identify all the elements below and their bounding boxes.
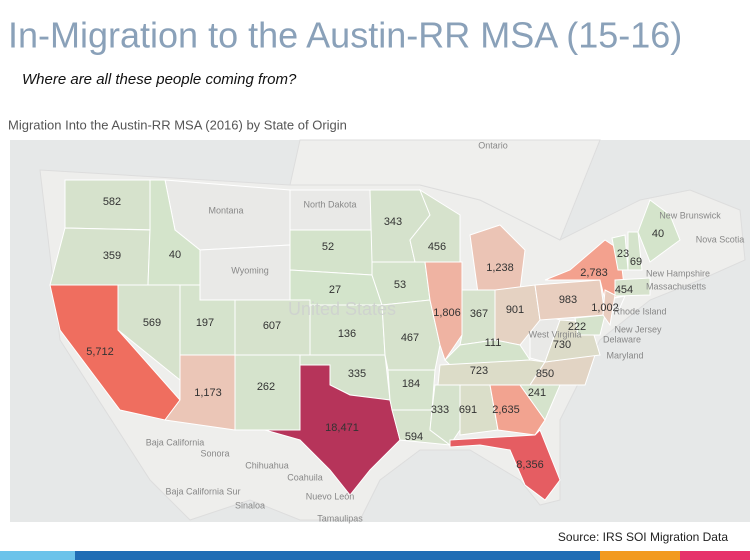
state-value-label: 723 [470, 365, 488, 377]
place-label: Tamaulipas [317, 513, 363, 523]
state-value-label: 569 [143, 317, 161, 329]
footer-stripe [600, 551, 680, 560]
source: Source: IRS SOI Migration Data [558, 530, 728, 544]
state-value-label: 1,238 [486, 262, 514, 274]
state [544, 239, 626, 301]
state-value-label: 850 [536, 368, 554, 380]
state-value-label: 1,806 [433, 307, 461, 319]
state-value-label: 594 [405, 431, 423, 443]
place-label: New Brunswick [659, 210, 721, 220]
subtitle: Where are all these people coming from? [22, 71, 297, 88]
state-value-label: 367 [470, 308, 488, 320]
state [437, 359, 546, 386]
state-value-label: 40 [652, 228, 664, 240]
state-value-label: 23 [617, 248, 629, 260]
state-value-label: 335 [348, 368, 366, 380]
state [637, 199, 681, 263]
state [574, 314, 606, 336]
place-label: Baja California Sur [165, 486, 240, 496]
place-label: Wyoming [231, 265, 268, 275]
place-label: Nova Scotia [696, 234, 745, 244]
state-value-label: 901 [506, 304, 524, 316]
state [469, 224, 526, 294]
state-value-label: 222 [568, 321, 586, 333]
place-label: Ontario [478, 140, 508, 150]
place-label: West Virginia [529, 329, 582, 339]
state-value-label: 136 [338, 328, 356, 340]
state-value-label: 456 [428, 241, 446, 253]
state-value-label: 18,471 [325, 422, 359, 434]
state-value-label: 40 [169, 249, 181, 261]
state-value-label: 582 [103, 196, 121, 208]
state [449, 429, 561, 501]
state-value-label: 467 [401, 332, 419, 344]
state [489, 384, 546, 436]
state [409, 188, 461, 263]
state-value-label: 111 [485, 337, 502, 349]
page-title: In-Migration to the Austin-RR MSA (15-16… [8, 15, 682, 56]
state [387, 369, 436, 411]
state-value-label: 2,635 [492, 404, 520, 416]
place-label: Delaware [603, 334, 641, 344]
map-title: Migration Into the Austin-RR MSA (2016) … [8, 117, 347, 132]
place-label: Sinaloa [235, 500, 265, 510]
state-value-label: 454 [615, 284, 633, 296]
state-value-label: 53 [394, 279, 406, 291]
place-label: Maryland [606, 350, 643, 360]
state-value-label: 5,712 [86, 346, 114, 358]
footer-stripe [0, 551, 75, 560]
state [602, 289, 616, 327]
state-value-label: 343 [384, 216, 402, 228]
place-label: New Jersey [614, 324, 662, 334]
state-value-label: 69 [630, 256, 642, 268]
state-value-label: 8,356 [516, 459, 544, 471]
place-label: Massachusetts [646, 281, 707, 291]
state [494, 284, 541, 346]
state-value-label: 730 [553, 339, 571, 351]
state [264, 364, 401, 496]
place-label: New Hampshire [646, 268, 710, 278]
state [147, 179, 201, 286]
place-label: Chihuahua [245, 460, 289, 470]
state-value-label: 359 [103, 250, 121, 262]
state-value-label: 241 [528, 387, 546, 399]
land-mass [289, 139, 601, 241]
place-label: North Dakota [303, 199, 356, 209]
place-label: Nuevo León [306, 491, 355, 501]
state-no-data [289, 189, 373, 231]
place-label: Baja California [146, 437, 205, 447]
place-label: Rhode Island [613, 306, 666, 316]
state [614, 277, 651, 297]
state-value-label: 262 [257, 381, 275, 393]
state-value-label: 2,783 [580, 267, 608, 279]
state-value-label: 1,173 [194, 387, 222, 399]
place-label: United States [288, 299, 396, 319]
state-value-label: 52 [322, 241, 334, 253]
state [49, 227, 151, 286]
state-value-label: 691 [459, 404, 477, 416]
footer-stripe [680, 551, 750, 560]
place-label: Montana [208, 205, 243, 215]
map-layer: 582 359 5,712 569 40 197 1,173 607 262 52 27 136 335… [39, 139, 746, 523]
state-value-label: 1,002 [591, 302, 619, 314]
state-value-label: 607 [263, 320, 281, 332]
state-value-label: 197 [196, 317, 214, 329]
state-value-label: 27 [329, 284, 341, 296]
place-label: Coahuila [287, 472, 323, 482]
state [627, 231, 643, 271]
state-value-label: 983 [559, 294, 577, 306]
place-label: Sonora [200, 448, 229, 458]
footer-stripe [75, 551, 600, 560]
state-value-label: 333 [431, 404, 449, 416]
state-value-label: 184 [402, 378, 420, 390]
state-labels: 582 359 5,712 569 40 197 1,173 607 262 52 27 136 335… [86, 196, 664, 471]
